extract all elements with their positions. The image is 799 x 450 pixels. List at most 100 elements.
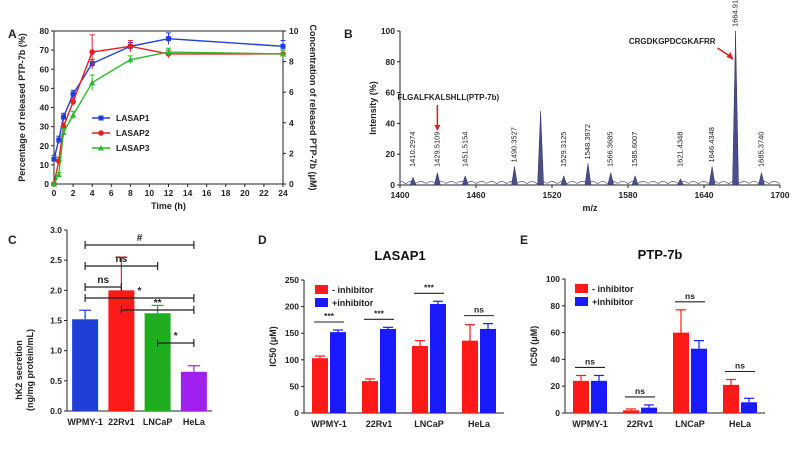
bar-hela xyxy=(180,371,207,411)
significance-label: ns xyxy=(635,386,645,396)
bar-plus-inhibitor xyxy=(691,348,707,413)
y-tick-label: 70 xyxy=(40,45,50,55)
y-axis-label: IC50 (μM) xyxy=(268,326,278,367)
legend-swatch xyxy=(315,298,328,307)
peak-label: 1410.2974 xyxy=(408,132,417,167)
legend-swatch xyxy=(575,297,588,306)
panel-title: PTP-7b xyxy=(638,247,683,262)
peak-label: 1664.9193 xyxy=(731,0,740,27)
spectrum-peak xyxy=(461,174,469,186)
x-tick-label: 12 xyxy=(164,188,174,198)
category-label: 22Rv1 xyxy=(627,419,654,429)
y-axis-label: Intensity (%) xyxy=(368,81,378,135)
data-point xyxy=(60,129,67,135)
legend-marker xyxy=(98,145,104,151)
x-tick-label: 2 xyxy=(71,188,76,198)
panel-c-hk2-bars: 0.0 0.5 1.0 1.5 2.0 2.5 3.0 WPMY-1 22Rv1 LNCaP HeL… xyxy=(14,225,212,427)
panel-letter-e: E xyxy=(520,233,528,247)
legend-swatch xyxy=(315,285,328,294)
x-tick-label: 0 xyxy=(52,188,57,198)
significance-label: *** xyxy=(374,308,385,318)
x-tick-label: 1460 xyxy=(467,190,486,200)
peak-label: 1490.3527 xyxy=(509,127,518,162)
peak-label: 1451.5154 xyxy=(460,132,469,167)
x-tick-label: 20 xyxy=(240,188,250,198)
bar-plus-inhibitor xyxy=(480,328,496,413)
peak-label: 1529.3125 xyxy=(559,132,568,167)
significance-label: * xyxy=(138,286,142,297)
x-tick-label: 1640 xyxy=(695,190,714,200)
panel-title: LASAP1 xyxy=(374,248,425,263)
x-tick-label: 1520 xyxy=(543,190,562,200)
y-tick-label: 100 xyxy=(381,26,395,36)
y-tick-label: 200 xyxy=(285,302,299,312)
y-tick-label: 60 xyxy=(40,64,50,74)
y-axis-label-line1: hK2 secretion xyxy=(14,340,24,400)
data-point xyxy=(165,49,172,55)
y-axis-label: IC50 (μM) xyxy=(529,326,539,367)
bar-plus-inhibitor xyxy=(741,402,757,413)
y-tick-label: 1.5 xyxy=(50,316,62,326)
data-point xyxy=(89,79,96,86)
bar-plus-inhibitor xyxy=(380,328,396,413)
annotation-crgdk: CRGDKGPDCGKAFRR xyxy=(629,37,716,46)
bar-minus-inhibitor xyxy=(723,384,739,413)
significance-label: ns xyxy=(585,356,595,366)
category-label: LNCaP xyxy=(414,419,444,429)
bar-minus-inhibitor xyxy=(312,358,328,413)
legend-label: LASAP2 xyxy=(116,128,150,138)
bar-minus-inhibitor xyxy=(573,380,589,413)
legend-label: +inhibitor xyxy=(332,298,374,308)
data-point xyxy=(280,43,286,49)
bar-minus-inhibitor xyxy=(362,381,378,413)
y-tick-label: 0 xyxy=(555,408,560,418)
category-label: WPMY-1 xyxy=(572,419,608,429)
bar-wpmy-1 xyxy=(72,319,99,411)
y-tick-label: 3.0 xyxy=(50,225,62,235)
bar-plus-inhibitor xyxy=(641,407,657,413)
category-label: WPMY-1 xyxy=(311,419,347,429)
spectrum-peak xyxy=(708,166,716,186)
spectrum-peak xyxy=(631,174,639,186)
y-tick-label: 30 xyxy=(40,122,50,132)
peak-label: 1621.4348 xyxy=(675,132,684,167)
category-label: 22Rv1 xyxy=(366,419,393,429)
y-axis-label: Percentage of released PTP-7b (%) xyxy=(17,33,27,182)
x-tick-label: 1580 xyxy=(619,190,638,200)
panel-b-mass-spectrum: 1400 1460 1520 1580 1640 1700 0 20 40 60 80 100 m/z I… xyxy=(368,0,790,213)
legend-label: - inhibitor xyxy=(592,284,634,294)
y-tick-label: 100 xyxy=(546,274,560,284)
y-tick-label: 40 xyxy=(40,103,50,113)
spectrum-peak xyxy=(584,163,592,186)
data-point xyxy=(56,137,62,143)
legend-marker xyxy=(98,130,104,136)
bar-plus-inhibitor xyxy=(330,332,346,413)
significance-label: * xyxy=(174,331,178,342)
legend-marker xyxy=(98,115,104,121)
peak-label: 1646.4348 xyxy=(707,127,716,162)
bar-plus-inhibitor xyxy=(591,380,607,413)
panel-letter-a: A xyxy=(8,27,17,41)
spectrum-peak xyxy=(758,172,765,186)
significance-label: # xyxy=(137,233,143,244)
x-tick-label: 6 xyxy=(109,188,114,198)
panel-a-release-curve: 0 2 4 6 8 10 12 14 16 18 20 22 240102030405060708002… xyxy=(17,24,318,211)
panel-letter-b: B xyxy=(344,27,353,41)
y-tick-label: 0 xyxy=(390,180,395,190)
spectrum-peak xyxy=(537,111,544,186)
y-tick-label: 20 xyxy=(386,149,396,159)
y-tick-label: 40 xyxy=(551,354,561,364)
legend-label: LASAP1 xyxy=(116,113,150,123)
y-tick-label: 80 xyxy=(386,57,396,67)
series-line-lasap2 xyxy=(53,45,283,185)
legend-label: - inhibitor xyxy=(332,285,374,295)
y2-axis-label: Concentration of released PTP-7b (μM) xyxy=(308,24,318,190)
y-tick-label: 50 xyxy=(40,83,50,93)
data-point xyxy=(70,98,76,105)
y-tick-label: 1.0 xyxy=(50,346,62,356)
y-axis-label-line2: (ng/mg protein/mL) xyxy=(25,329,35,411)
x-tick-label: 4 xyxy=(90,188,95,198)
bar-minus-inhibitor xyxy=(412,345,428,413)
category-label: HeLa xyxy=(468,419,491,429)
spectrum-peak xyxy=(677,178,684,186)
